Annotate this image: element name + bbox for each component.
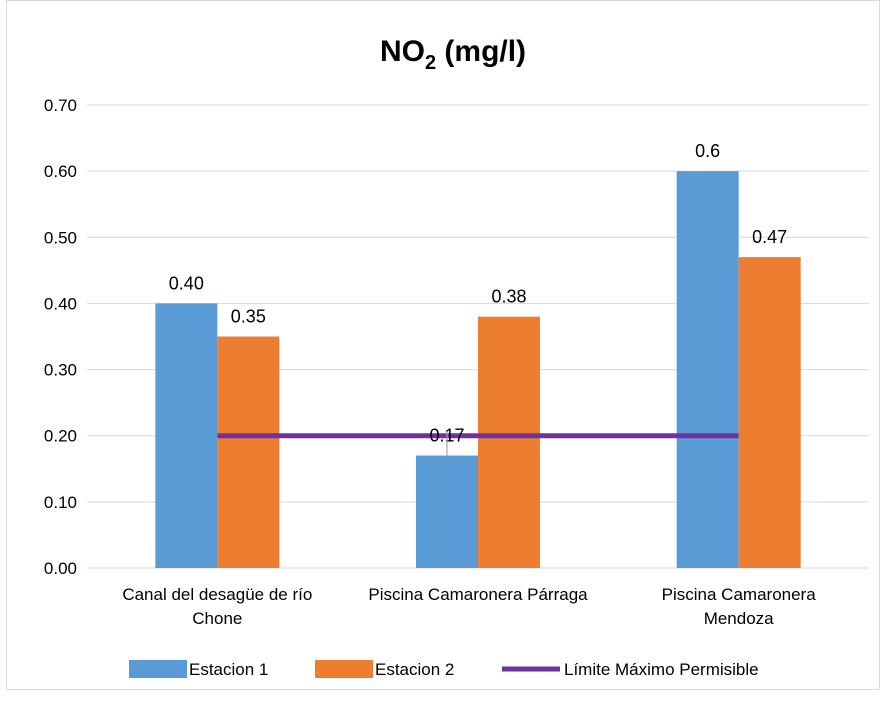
bar-series1 xyxy=(416,455,478,568)
data-label: 0.38 xyxy=(491,287,526,307)
y-tick-label: 0.10 xyxy=(44,493,77,512)
data-label: 0.6 xyxy=(695,141,720,161)
bar-series1 xyxy=(155,303,218,568)
y-tick-label: 0.60 xyxy=(44,162,77,181)
x-category-label: Canal del desagüe de río xyxy=(122,585,312,604)
legend-swatch xyxy=(315,660,373,678)
y-tick-label: 0.20 xyxy=(44,427,77,446)
data-label: 0.47 xyxy=(752,227,787,247)
data-label: 0.40 xyxy=(169,273,204,293)
x-axis-categories: Canal del desagüe de río Chone Piscina Cam… xyxy=(122,585,816,628)
x-category-label: Chone xyxy=(192,609,242,628)
y-tick-label: 0.30 xyxy=(44,361,77,380)
data-labels: 0.400.170.60.350.380.47 xyxy=(169,141,787,456)
y-tick-label: 0.50 xyxy=(44,228,77,247)
bar-series1 xyxy=(676,171,739,568)
y-tick-label: 0.40 xyxy=(44,294,77,313)
chart: NO2 (mg/l) 0.000.100.200.300.400.500.600… xyxy=(44,35,869,679)
legend: Estacion 1 Estacion 2 Límite Máximo Permis… xyxy=(129,660,759,679)
y-tick-label: 0.70 xyxy=(44,96,77,115)
legend-label: Límite Máximo Permisible xyxy=(564,660,759,679)
bar-series2 xyxy=(217,336,280,568)
legend-label: Estacion 2 xyxy=(375,660,454,679)
bar-series2 xyxy=(738,257,801,568)
x-category-label: Mendoza xyxy=(704,609,774,628)
x-category-label: Piscina Camaronera xyxy=(662,585,817,604)
bars xyxy=(155,171,801,568)
y-axis-ticks: 0.00 0.10 0.20 0.30 0.40 0.50 0.60 0.70 xyxy=(44,96,77,578)
y-tick-label: 0.00 xyxy=(44,559,77,578)
data-label: 0.35 xyxy=(231,307,266,327)
chart-frame: NO2 (mg/l) 0.00 0.10 0.20 0.30 0.40 0.50 0.60 0… xyxy=(6,0,880,690)
legend-label: Estacion 1 xyxy=(189,660,268,679)
chart-title: NO2 (mg/l) xyxy=(380,35,526,74)
x-category-label: Piscina Camaronera Párraga xyxy=(368,585,588,604)
bar-series2 xyxy=(478,316,540,568)
legend-swatch xyxy=(129,660,187,678)
